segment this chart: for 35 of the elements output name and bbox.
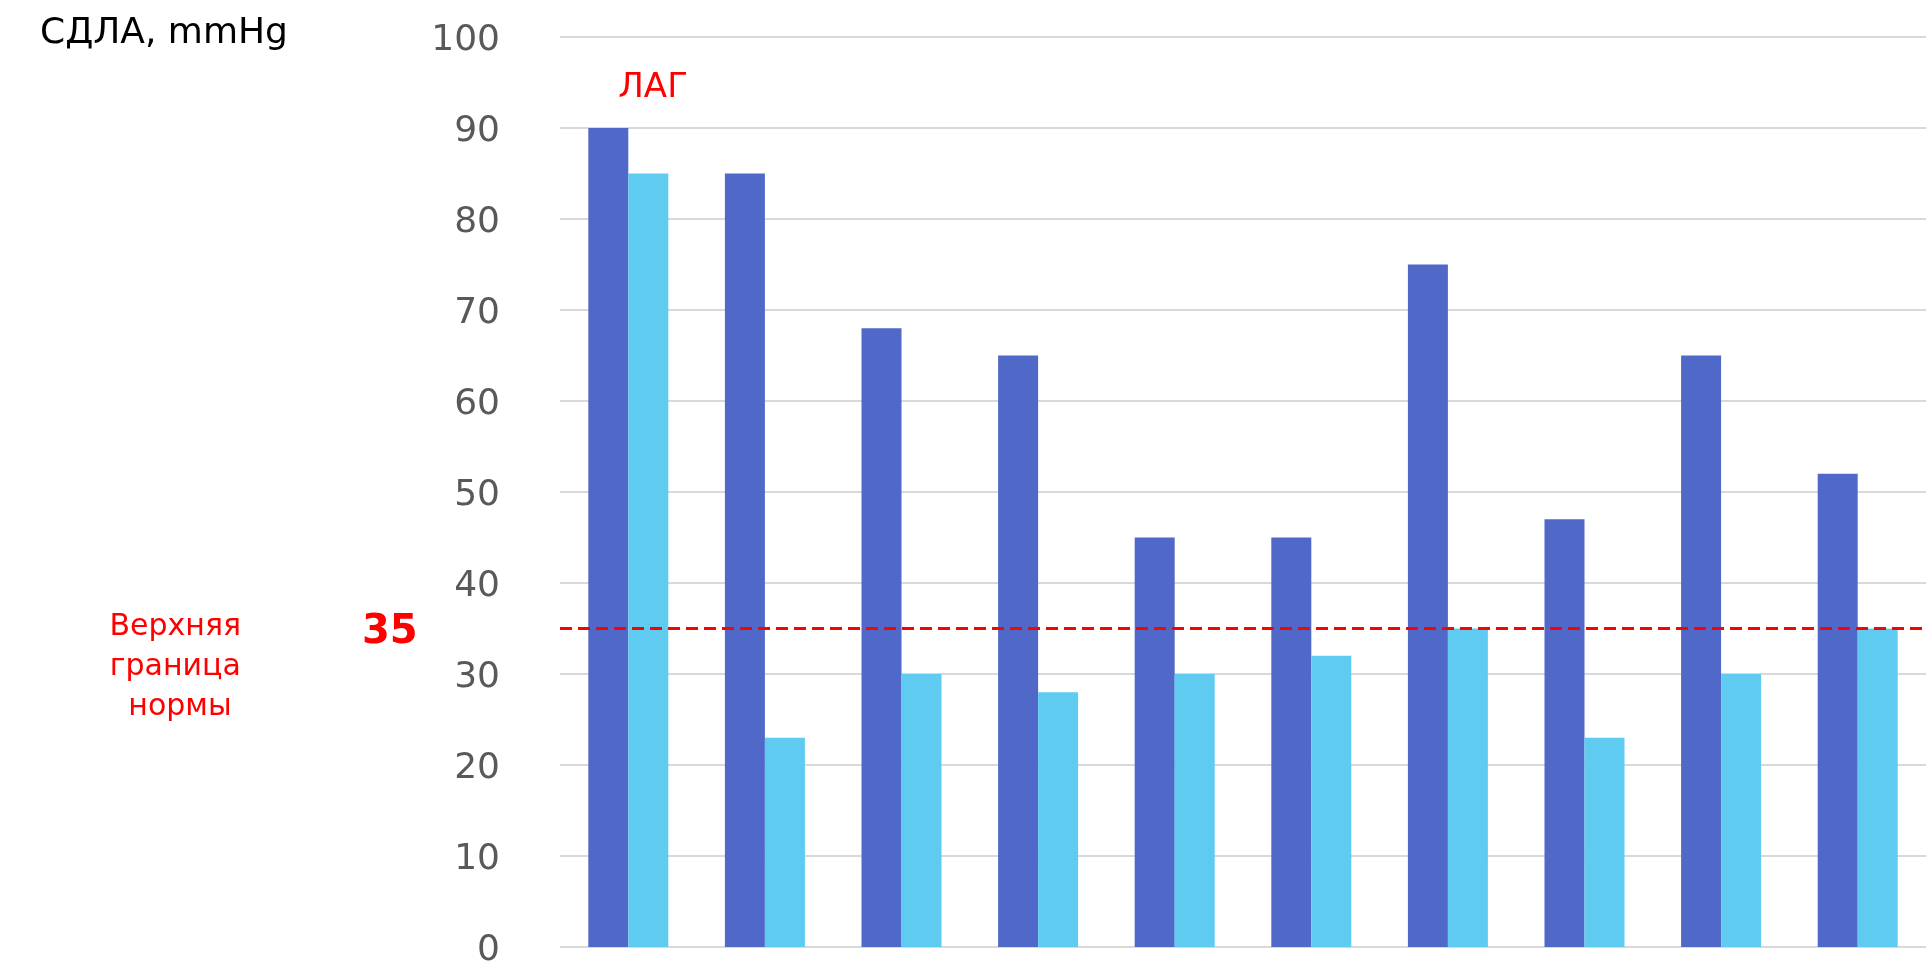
bar (1038, 692, 1079, 947)
y-tick-label: 50 (454, 471, 500, 513)
y-tick-label: 30 (454, 653, 500, 695)
bar (1134, 537, 1175, 947)
bar (1271, 537, 1312, 947)
bar (1817, 473, 1858, 947)
bar (1681, 355, 1722, 947)
y-tick-label: 0 (477, 926, 500, 966)
bar (1857, 628, 1898, 947)
bar (1174, 674, 1215, 947)
y-tick-label: 100 (431, 16, 500, 58)
bar (764, 737, 805, 947)
bar (861, 328, 902, 947)
bar (724, 173, 765, 947)
bar (1544, 519, 1585, 947)
y-tick-label: 40 (454, 562, 500, 604)
bar (1447, 628, 1488, 947)
bar (1311, 655, 1352, 947)
bar (901, 674, 942, 947)
bar (998, 355, 1039, 947)
y-tick-label: 20 (454, 744, 500, 786)
bar (588, 128, 629, 947)
y-tick-label: 70 (454, 289, 500, 331)
y-tick-label: 60 (454, 380, 500, 422)
bar (628, 173, 669, 947)
annotation: ЛАГ (618, 65, 688, 105)
y-tick-label: 10 (454, 835, 500, 877)
bar (1721, 674, 1762, 947)
y-tick-label: 90 (454, 107, 500, 149)
ref-line-label: Верхняя граница нормы (109, 607, 251, 722)
y-axis-title: СДЛА, mmHg (40, 9, 288, 51)
y-tick-label: 80 (454, 198, 500, 240)
bar (1584, 737, 1625, 947)
text: 35 (362, 605, 418, 652)
bar (1407, 264, 1448, 947)
